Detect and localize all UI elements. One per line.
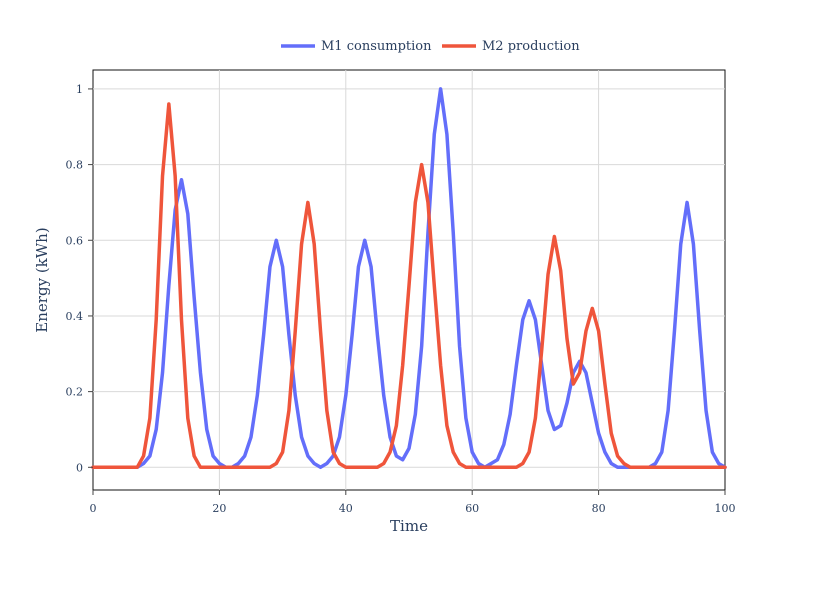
x-tick-label: 60 [465,502,479,515]
legend-item-1[interactable]: M1 consumption [281,39,432,54]
legend-label: M2 production [482,39,580,54]
x-tick-label: 40 [339,502,353,515]
x-tick-label: 100 [715,502,736,515]
y-axis-title: Energy (kWh) [33,227,51,332]
y-tick-label: 0.8 [66,159,84,172]
x-axis-ticks: 0 20 40 60 80 100 [90,490,736,515]
x-tick-label: 80 [592,502,606,515]
y-tick-label: 0.6 [66,234,84,247]
x-tick-label: 20 [212,502,226,515]
x-axis-title: Time [390,517,428,535]
series-line-2[interactable] [91,102,727,470]
y-tick-label: 0 [76,461,83,474]
y-axis-ticks: 0 0.2 0.4 0.6 0.8 1 [66,83,93,474]
series-layer[interactable] [91,87,727,470]
y-tick-label: 1 [76,83,83,96]
y-tick-label: 0.4 [66,310,84,323]
legend-label: M1 consumption [321,39,432,54]
x-tick-label: 0 [90,502,97,515]
legend[interactable]: M1 consumption M2 production [281,39,580,54]
legend-item-2[interactable]: M2 production [442,39,580,54]
y-tick-label: 0.2 [66,386,84,399]
